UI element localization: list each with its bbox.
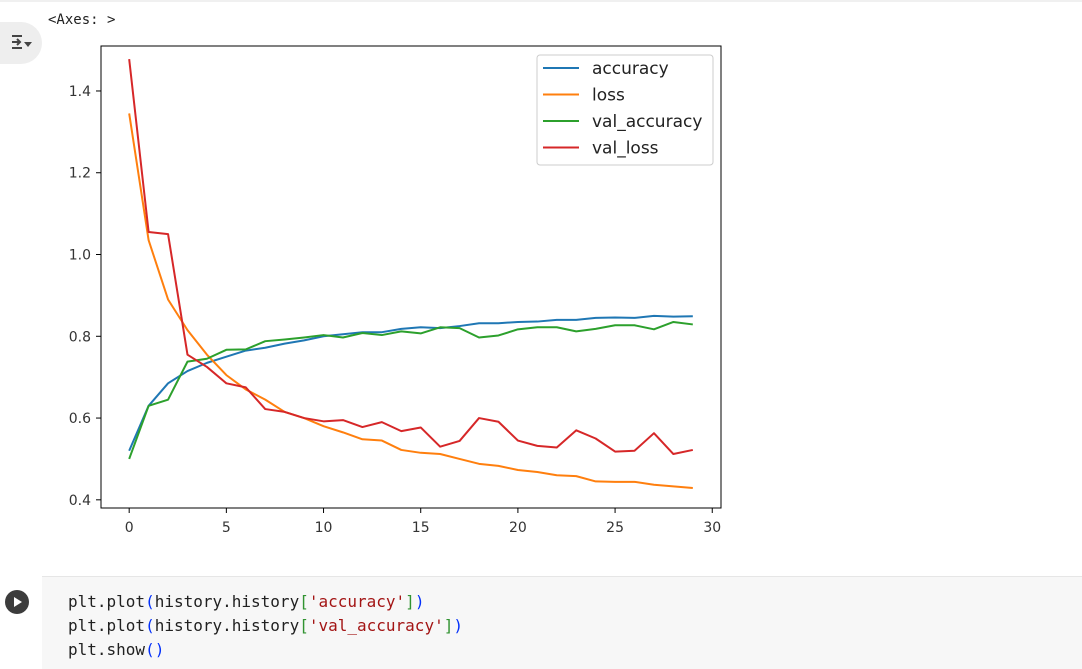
legend-label-val-loss: val_loss: [592, 139, 659, 159]
x-tick-label: 25: [606, 520, 624, 536]
cell-gutter: [0, 576, 42, 668]
code-paren: (: [145, 640, 155, 659]
code-token: plt.plot: [68, 592, 146, 611]
x-tick-label: 10: [315, 520, 333, 536]
code-string: 'accuracy': [308, 592, 406, 611]
x-tick-label: 0: [125, 520, 134, 536]
output-collapse-button[interactable]: [0, 22, 42, 64]
code-token: plt.plot: [68, 616, 146, 635]
legend-box: [536, 54, 714, 166]
code-paren: ): [414, 592, 425, 611]
code-line: plt.plot(history.history['accuracy']): [68, 590, 463, 614]
code-line: plt.plot(history.history['val_accuracy']…: [68, 614, 463, 638]
code-bracket: ]: [405, 592, 415, 611]
top-divider: [0, 0, 1082, 2]
x-tick-label: 20: [509, 520, 527, 536]
code-paren: ): [453, 616, 463, 635]
code-bracket: [: [299, 592, 309, 611]
code-lines: plt.plot(history.history['accuracy']) pl…: [68, 590, 463, 662]
axes-frame: [100, 45, 722, 509]
code-paren: (: [145, 592, 155, 611]
code-token: plt.show: [68, 640, 146, 659]
matplotlib-figure: 0 5 10 15 20 25 30 0.4 0.6 0.8 1.0 1.2 1.4 accuracy lo…: [69, 45, 722, 536]
y-tick-label: 1.0: [69, 248, 91, 264]
series-line-accuracy: [128, 314, 693, 452]
line-chart: 0 5 10 15 20 25 30 0.4 0.6 0.8 1.0 1.2 1.4 accuracy lo…: [69, 45, 722, 536]
run-cell-button[interactable]: [5, 590, 29, 614]
code-token: history.history: [154, 592, 300, 611]
x-tick-label: 15: [412, 520, 430, 536]
axes-repr-text: <Axes: >: [48, 12, 116, 28]
legend-label-val-accuracy: val_accuracy: [592, 112, 702, 132]
code-paren: ): [154, 640, 165, 659]
code-token: history.history: [154, 616, 300, 635]
code-bracket: ]: [443, 616, 454, 635]
series-line-val-accuracy: [128, 320, 693, 460]
series-line-loss: [128, 113, 693, 489]
code-cell: plt.plot(history.history['accuracy']) pl…: [0, 576, 1082, 669]
code-editor[interactable]: plt.plot(history.history['accuracy']) pl…: [42, 576, 1082, 669]
legend-label-loss: loss: [592, 86, 625, 106]
code-line: plt.show(): [68, 638, 463, 662]
y-tick-label: 1.2: [69, 166, 91, 182]
code-string: 'val_accuracy': [308, 616, 444, 635]
output-collapse-icon: [9, 31, 33, 55]
y-tick-label: 0.8: [69, 329, 91, 345]
y-tick-label: 0.6: [69, 411, 91, 427]
legend-label-accuracy: accuracy: [592, 59, 669, 79]
code-bracket: [: [299, 616, 309, 635]
x-tick-label: 30: [703, 520, 721, 536]
y-tick-label: 0.4: [69, 493, 91, 509]
play-icon: [11, 593, 23, 612]
series-line-val-loss: [128, 58, 694, 456]
y-tick-label: 1.4: [69, 84, 91, 100]
code-paren: (: [145, 616, 155, 635]
x-tick-label: 5: [222, 520, 231, 536]
